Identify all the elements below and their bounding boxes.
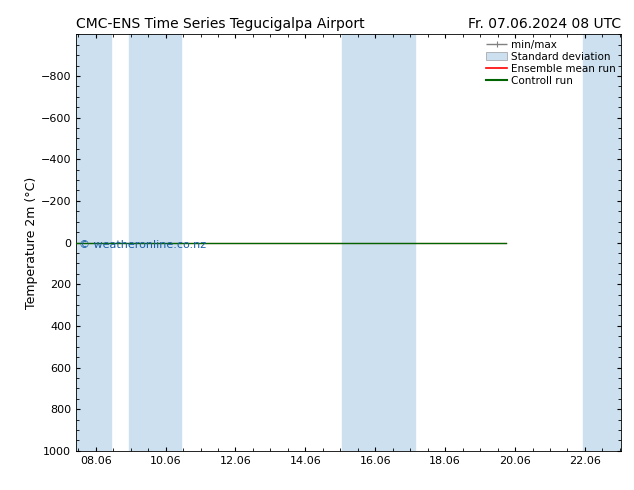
Y-axis label: Temperature 2m (°C): Temperature 2m (°C) xyxy=(25,176,38,309)
Text: CMC-ENS Time Series Tegucigalpa Airport: CMC-ENS Time Series Tegucigalpa Airport xyxy=(76,17,365,31)
Legend: min/max, Standard deviation, Ensemble mean run, Controll run: min/max, Standard deviation, Ensemble me… xyxy=(483,36,619,89)
Bar xyxy=(129,34,181,451)
Text: © weatheronline.co.nz: © weatheronline.co.nz xyxy=(79,241,206,250)
Bar xyxy=(76,34,111,451)
Bar xyxy=(342,34,391,451)
Text: Fr. 07.06.2024 08 UTC: Fr. 07.06.2024 08 UTC xyxy=(468,17,621,31)
Bar xyxy=(391,34,415,451)
Bar xyxy=(583,34,621,451)
